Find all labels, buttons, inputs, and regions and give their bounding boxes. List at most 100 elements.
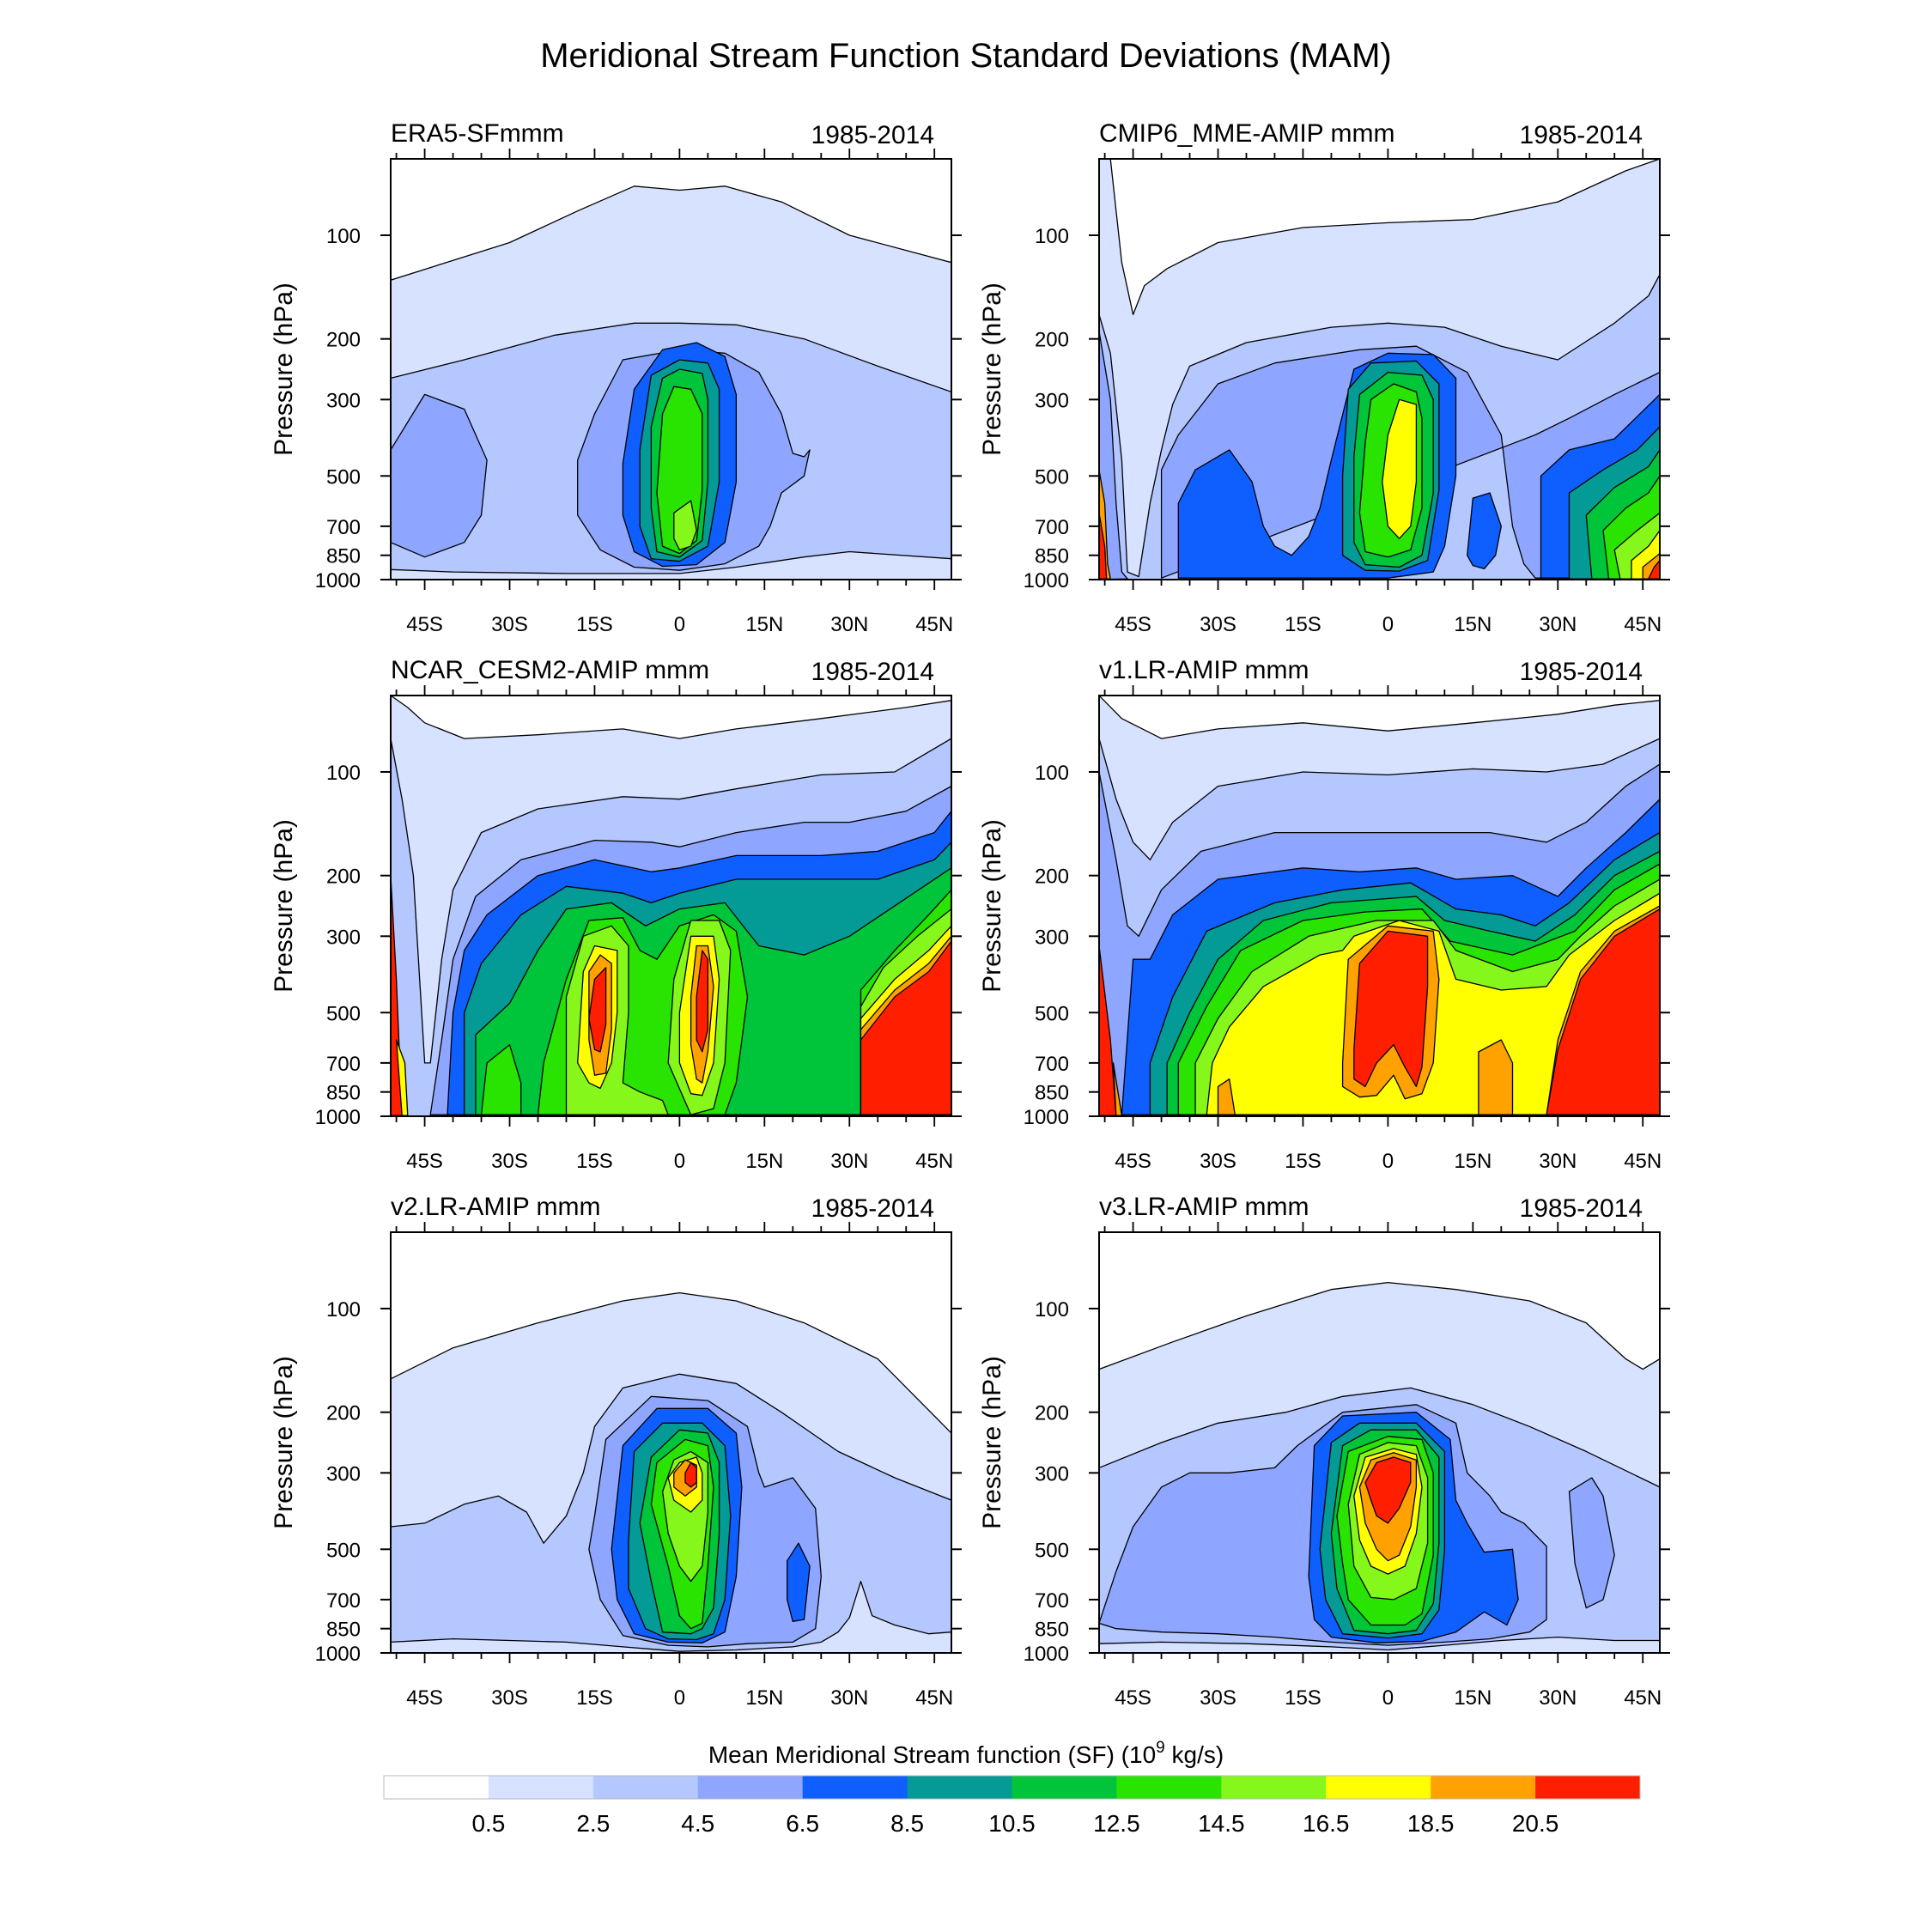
plot-frame xyxy=(390,695,952,1117)
y-tick-label: 1000 xyxy=(315,1643,361,1666)
colorbar-box xyxy=(1116,1776,1222,1799)
y-tick-label: 300 xyxy=(1035,389,1069,412)
x-tick-label: 30N xyxy=(830,1150,868,1173)
panel-right-string: 1985-2014 xyxy=(811,1194,934,1223)
panel-right-string: 1985-2014 xyxy=(1520,1194,1643,1223)
plot-frame xyxy=(1098,158,1661,580)
y-tick-label: 500 xyxy=(1035,1002,1069,1025)
contour-field xyxy=(391,159,951,580)
contour-field xyxy=(1099,1232,1660,1653)
x-tick-label: 15N xyxy=(745,1150,783,1173)
x-tick-label: 15S xyxy=(576,1150,613,1173)
x-tick-label: 45N xyxy=(1624,613,1662,636)
panel-left-string: CMIP6_MME-AMIP mmm xyxy=(1099,119,1394,148)
y-axis-label: Pressure (hPa) xyxy=(270,283,298,456)
y-tick-label: 300 xyxy=(1035,926,1069,949)
y-tick-label: 850 xyxy=(1035,1619,1069,1642)
contour-level-11 xyxy=(860,940,951,1115)
x-tick-label: 30N xyxy=(830,1686,868,1710)
contour-level-10 xyxy=(1217,1078,1236,1115)
contour-level-4 xyxy=(787,1542,811,1622)
x-tick-label: 15N xyxy=(745,1686,783,1710)
contour-level-11 xyxy=(1353,930,1429,1088)
y-tick-label: 500 xyxy=(326,1002,361,1025)
plot-frame xyxy=(1098,695,1661,1117)
x-tick-label: 30N xyxy=(1539,1686,1577,1710)
y-tick-label: 700 xyxy=(1035,1589,1069,1613)
contour-field xyxy=(391,1232,951,1653)
colorbar-box xyxy=(697,1776,804,1799)
y-tick-label: 850 xyxy=(326,1082,361,1105)
x-tick-label: 45S xyxy=(1115,613,1151,636)
y-tick-label: 100 xyxy=(326,1298,361,1321)
y-tick-label: 700 xyxy=(1035,1053,1069,1076)
colorbar-box xyxy=(592,1776,699,1799)
colorbar-tick-label: 16.5 xyxy=(1303,1810,1350,1837)
contour-level-9 xyxy=(1382,398,1418,539)
y-tick-label: 500 xyxy=(1035,1539,1069,1562)
colorbar-box xyxy=(1431,1776,1536,1799)
x-tick-label: 45S xyxy=(406,1150,443,1173)
contour-field xyxy=(1099,159,1660,580)
y-axis-label: Pressure (hPa) xyxy=(978,1356,1006,1529)
x-tick-label: 0 xyxy=(674,613,685,636)
plot-frame xyxy=(390,1231,952,1654)
y-tick-label: 300 xyxy=(326,926,361,949)
x-tick-label: 45S xyxy=(406,613,443,636)
contour-level-11 xyxy=(1546,908,1660,1115)
y-tick-label: 850 xyxy=(326,1619,361,1642)
contour-level-4 xyxy=(1467,492,1502,570)
y-tick-label: 100 xyxy=(1035,1298,1069,1321)
y-tick-label: 200 xyxy=(1035,1402,1069,1425)
y-tick-label: 850 xyxy=(326,545,361,568)
x-tick-label: 30S xyxy=(1200,613,1236,636)
y-tick-label: 700 xyxy=(326,1589,361,1613)
panel-right-string: 1985-2014 xyxy=(811,121,934,149)
y-tick-label: 200 xyxy=(326,866,361,889)
x-tick-label: 45N xyxy=(915,1686,953,1710)
x-tick-label: 15S xyxy=(1285,1150,1321,1173)
colorbar-box xyxy=(1535,1776,1641,1799)
plot-frame xyxy=(1098,1231,1661,1654)
contour-level-11 xyxy=(696,950,709,1053)
x-tick-label: 45S xyxy=(1115,1150,1151,1173)
x-tick-label: 30S xyxy=(491,613,528,636)
y-tick-label: 500 xyxy=(326,465,361,489)
panel-right-string: 1985-2014 xyxy=(811,658,934,686)
x-tick-label: 15N xyxy=(1454,613,1492,636)
x-tick-label: 30S xyxy=(1200,1150,1236,1173)
contour-level-8 xyxy=(673,500,697,551)
x-tick-label: 45N xyxy=(915,613,953,636)
contour-level-11 xyxy=(588,967,607,1053)
colorbar-tick-label: 2.5 xyxy=(576,1810,610,1837)
x-tick-label: 30S xyxy=(491,1150,528,1173)
colorbar-tick-label: 8.5 xyxy=(890,1810,924,1837)
y-tick-label: 500 xyxy=(1035,465,1069,489)
x-tick-label: 15S xyxy=(1285,1686,1321,1710)
y-tick-label: 1000 xyxy=(1024,1106,1069,1129)
x-tick-label: 30S xyxy=(491,1686,528,1710)
panel-left-string: v1.LR-AMIP mmm xyxy=(1099,656,1309,684)
colorbar-tick-label: 14.5 xyxy=(1198,1810,1245,1837)
x-tick-label: 30N xyxy=(1539,613,1577,636)
x-tick-label: 45S xyxy=(1115,1686,1151,1710)
colorbar-box xyxy=(802,1776,908,1799)
x-tick-label: 0 xyxy=(674,1686,685,1710)
panel-left-string: v3.LR-AMIP mmm xyxy=(1099,1193,1309,1221)
y-tick-label: 100 xyxy=(1035,225,1069,248)
y-tick-label: 100 xyxy=(1035,762,1069,785)
y-tick-label: 500 xyxy=(326,1539,361,1562)
colorbar-frame xyxy=(383,1775,1641,1800)
x-tick-label: 15S xyxy=(576,1686,613,1710)
colorbar-box xyxy=(1012,1776,1117,1799)
contour-field xyxy=(391,696,951,1116)
colorbar-box xyxy=(384,1776,489,1799)
colorbar-tick-label: 12.5 xyxy=(1093,1810,1140,1837)
contour-level-3 xyxy=(1568,1477,1615,1609)
x-tick-label: 45N xyxy=(915,1150,953,1173)
